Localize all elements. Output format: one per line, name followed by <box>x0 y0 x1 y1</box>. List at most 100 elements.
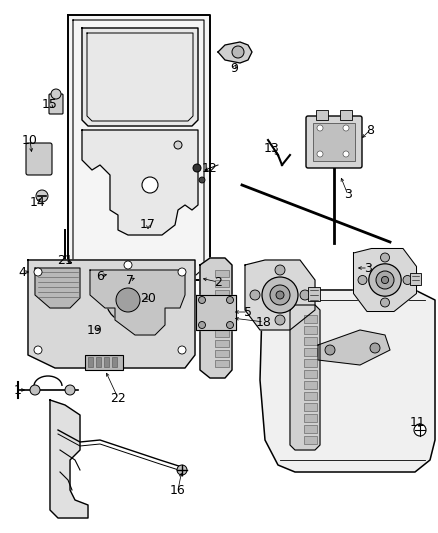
Text: 18: 18 <box>256 316 272 328</box>
Circle shape <box>116 288 140 312</box>
Text: 7: 7 <box>126 273 134 287</box>
Polygon shape <box>50 400 88 518</box>
FancyBboxPatch shape <box>26 143 52 175</box>
Circle shape <box>369 264 401 296</box>
Text: 20: 20 <box>140 292 156 304</box>
Bar <box>304 392 317 400</box>
Bar <box>304 348 317 356</box>
Bar <box>304 381 317 389</box>
Polygon shape <box>82 130 198 235</box>
Circle shape <box>381 277 389 284</box>
Bar <box>215 270 229 277</box>
Polygon shape <box>245 260 315 330</box>
Circle shape <box>262 277 298 313</box>
Bar <box>215 360 229 367</box>
Circle shape <box>199 177 205 183</box>
Circle shape <box>343 125 349 131</box>
Circle shape <box>178 268 186 276</box>
Bar <box>304 370 317 378</box>
Text: 16: 16 <box>170 483 186 497</box>
Polygon shape <box>90 270 185 335</box>
Circle shape <box>232 46 244 58</box>
Circle shape <box>142 177 158 193</box>
Bar <box>313 123 355 161</box>
Circle shape <box>34 346 42 354</box>
Text: 2: 2 <box>214 276 222 288</box>
Bar <box>308 287 320 301</box>
Circle shape <box>178 346 186 354</box>
Bar <box>88 357 93 367</box>
Bar <box>304 414 317 422</box>
Bar <box>410 273 421 285</box>
Circle shape <box>381 253 389 262</box>
Bar <box>304 337 317 345</box>
Bar <box>104 357 109 367</box>
Circle shape <box>276 291 284 299</box>
Text: 1: 1 <box>14 384 22 397</box>
Polygon shape <box>28 260 195 368</box>
Circle shape <box>124 261 132 269</box>
Circle shape <box>30 385 40 395</box>
Text: 4: 4 <box>18 265 26 279</box>
Circle shape <box>34 268 42 276</box>
Bar <box>304 359 317 367</box>
Circle shape <box>358 276 367 285</box>
Polygon shape <box>218 42 252 63</box>
Circle shape <box>51 89 61 99</box>
Text: 14: 14 <box>30 196 46 208</box>
Polygon shape <box>82 28 198 126</box>
Circle shape <box>198 296 205 303</box>
Bar <box>215 320 229 327</box>
Bar <box>215 300 229 307</box>
Text: 21: 21 <box>57 254 73 266</box>
Circle shape <box>193 164 201 172</box>
Text: 15: 15 <box>42 99 58 111</box>
Text: 5: 5 <box>244 305 252 319</box>
Bar <box>304 315 317 323</box>
Circle shape <box>370 343 380 353</box>
Polygon shape <box>35 268 80 308</box>
FancyBboxPatch shape <box>49 94 63 114</box>
Bar <box>215 350 229 357</box>
Text: 17: 17 <box>140 219 156 231</box>
Circle shape <box>65 385 75 395</box>
Circle shape <box>403 276 412 285</box>
Text: 6: 6 <box>96 270 104 282</box>
Circle shape <box>343 151 349 157</box>
Bar <box>215 330 229 337</box>
Circle shape <box>36 190 48 202</box>
Bar <box>304 425 317 433</box>
Circle shape <box>198 321 205 328</box>
Circle shape <box>275 265 285 275</box>
Text: 3: 3 <box>364 262 372 274</box>
Circle shape <box>174 141 182 149</box>
Bar <box>215 290 229 297</box>
Text: 3: 3 <box>344 189 352 201</box>
Circle shape <box>250 290 260 300</box>
Circle shape <box>275 315 285 325</box>
Polygon shape <box>196 295 236 330</box>
Circle shape <box>270 285 290 305</box>
Circle shape <box>376 271 394 289</box>
Circle shape <box>226 321 233 328</box>
Text: 19: 19 <box>87 324 103 336</box>
Bar <box>85 355 123 370</box>
Circle shape <box>414 424 426 436</box>
Bar <box>215 310 229 317</box>
Bar <box>304 436 317 444</box>
Text: 8: 8 <box>366 124 374 136</box>
Circle shape <box>381 298 389 307</box>
Bar <box>96 357 101 367</box>
Circle shape <box>226 296 233 303</box>
Bar <box>304 326 317 334</box>
FancyBboxPatch shape <box>306 116 362 168</box>
Circle shape <box>106 278 150 322</box>
Bar <box>316 110 328 120</box>
Circle shape <box>317 151 323 157</box>
Circle shape <box>300 290 310 300</box>
Polygon shape <box>318 330 390 365</box>
Text: 12: 12 <box>202 161 218 174</box>
Bar <box>215 340 229 347</box>
Polygon shape <box>353 248 417 311</box>
Text: 13: 13 <box>264 141 280 155</box>
